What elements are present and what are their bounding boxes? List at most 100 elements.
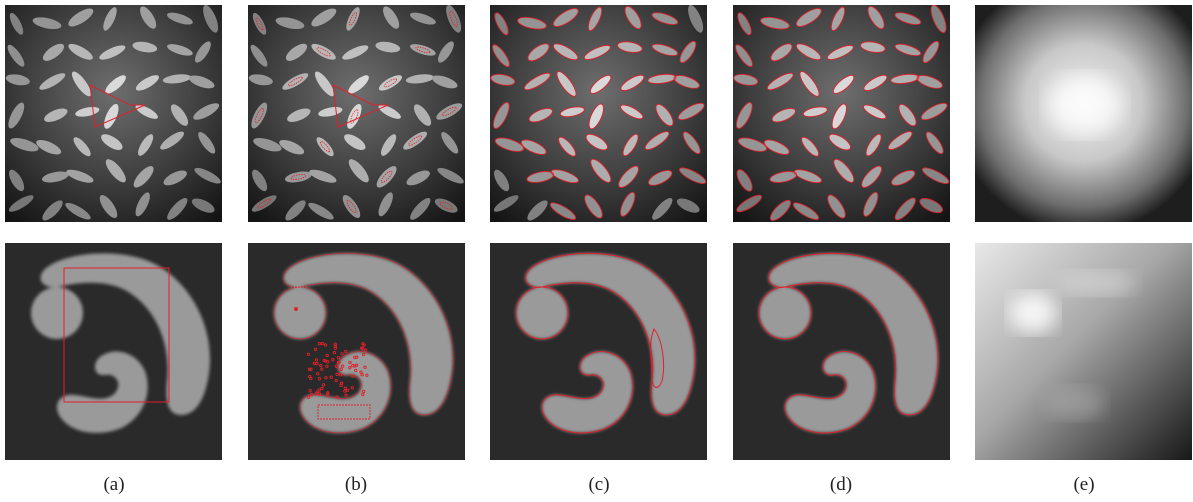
segmentation-contour xyxy=(492,102,510,129)
crescent-shape xyxy=(40,253,211,415)
segmentation-contour xyxy=(620,191,636,217)
rice-grain xyxy=(167,197,188,220)
noise-speck xyxy=(341,364,345,368)
rice-grain xyxy=(250,44,268,67)
segmentation-contour xyxy=(925,131,944,155)
segmentation-contour xyxy=(784,351,877,434)
rice-grain xyxy=(584,45,611,60)
noise-speck xyxy=(317,342,322,346)
noise-speck xyxy=(326,360,330,364)
segmentation-contour xyxy=(492,44,510,68)
blob-image xyxy=(5,243,222,460)
segmentation-contour xyxy=(793,169,822,184)
rice-grain xyxy=(648,170,672,186)
rice-grain xyxy=(198,131,216,154)
noise-speck xyxy=(322,358,326,363)
panel-a-bottom xyxy=(5,243,222,460)
rice-image xyxy=(733,5,950,222)
rice-grain xyxy=(73,137,91,157)
segmentation-contour xyxy=(832,74,855,94)
rice-grain xyxy=(162,74,191,84)
rice-grain xyxy=(446,5,462,33)
rice-grain xyxy=(99,45,126,60)
segmentation-contour xyxy=(887,131,913,151)
rice-grain xyxy=(735,44,753,67)
rice-grain xyxy=(101,134,123,150)
rice-grain xyxy=(868,6,885,29)
rice-grain xyxy=(103,7,117,31)
blob-image xyxy=(733,243,950,460)
rice-grain xyxy=(620,192,635,217)
rice-grain xyxy=(801,137,819,157)
circle-shape xyxy=(31,287,83,339)
segmentation-contour xyxy=(763,139,790,155)
segmentation-contour xyxy=(831,103,847,130)
rice-grain xyxy=(770,43,793,61)
segmentation-contour xyxy=(587,6,603,32)
rice-grain xyxy=(558,137,576,157)
noise-speck xyxy=(351,363,355,368)
noisy-contour xyxy=(383,78,398,88)
rice-grain xyxy=(651,12,678,25)
rice-image xyxy=(490,5,707,222)
noise-speck xyxy=(363,348,368,352)
segmentation-contour xyxy=(737,12,752,36)
rice-grain xyxy=(921,103,948,120)
rice-grain xyxy=(866,134,882,156)
segmentation-contour xyxy=(735,44,753,68)
noisy-contour xyxy=(380,170,393,183)
noise-speck xyxy=(343,389,347,393)
noise-speck xyxy=(343,386,347,390)
rice-grain xyxy=(32,17,62,30)
rice-grain xyxy=(590,159,611,183)
circle-shape xyxy=(516,287,568,339)
rice-grain xyxy=(42,43,65,61)
noise-speck xyxy=(320,386,324,391)
rice-grain xyxy=(898,104,917,126)
rice-grain xyxy=(527,200,548,221)
segmentation-contour xyxy=(769,199,792,221)
segmentation-contour xyxy=(679,40,697,64)
rice-grain xyxy=(71,71,92,97)
noisy-contour xyxy=(283,252,454,416)
noise-speck xyxy=(317,388,321,392)
rice-grain xyxy=(733,74,758,86)
noisy-contour xyxy=(317,404,371,420)
rice-grain xyxy=(437,167,464,184)
rice-grain xyxy=(529,108,553,122)
segmentation-contour xyxy=(644,131,670,151)
noisy-contour xyxy=(350,109,359,124)
noisy-contour xyxy=(257,198,272,209)
noise-speck xyxy=(333,342,337,346)
segmentation-contour xyxy=(590,158,612,183)
rice-grain xyxy=(188,75,215,89)
rice-grain xyxy=(556,71,577,97)
rice-grain xyxy=(279,139,305,155)
rice-grain xyxy=(553,8,579,27)
rice-grain xyxy=(41,171,69,183)
rice-grain xyxy=(342,45,369,60)
noise-speck xyxy=(326,391,330,395)
hook-shape xyxy=(541,351,633,433)
rice-grain xyxy=(620,75,644,91)
rice-grain xyxy=(36,139,62,155)
rice-grain xyxy=(378,104,401,119)
circle-shape xyxy=(274,287,326,339)
segmentation-contour xyxy=(549,202,577,220)
rice-grain xyxy=(285,43,308,61)
noise-speck xyxy=(316,372,320,376)
rice-grain xyxy=(738,137,767,152)
noise-speck xyxy=(335,395,339,399)
rice-grain xyxy=(10,137,39,152)
rice-grain xyxy=(524,73,551,90)
hook-shape xyxy=(784,351,876,433)
rice-grain xyxy=(405,74,434,84)
noise-speck xyxy=(320,342,325,346)
rice-grain xyxy=(441,131,459,154)
rice-grain xyxy=(678,103,705,120)
noise-speck xyxy=(323,343,328,347)
segmentation-contour xyxy=(552,8,579,27)
caption-c: (c) xyxy=(588,474,610,495)
noise-speck xyxy=(363,365,367,369)
rice-grain xyxy=(170,104,189,126)
